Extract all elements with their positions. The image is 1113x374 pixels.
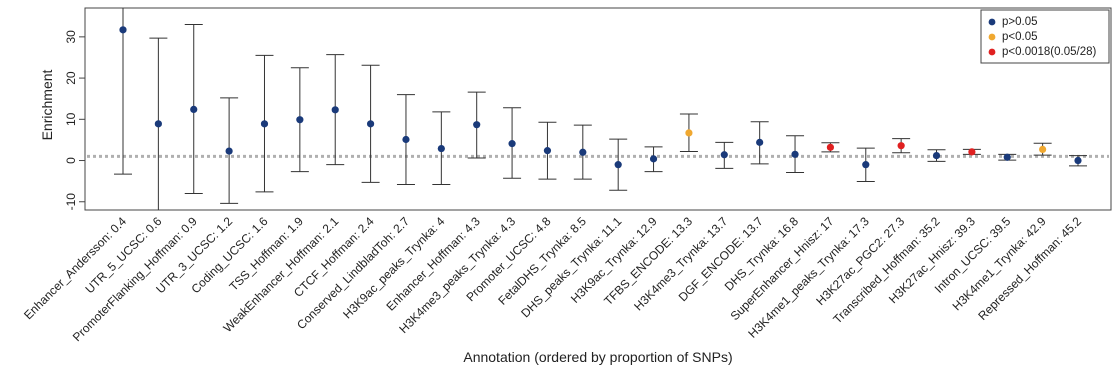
- legend-box: [980, 9, 1110, 64]
- data-point: [402, 135, 410, 144]
- data-point: [685, 129, 693, 137]
- data-points: [119, 26, 1082, 169]
- y-tick-label: 30: [64, 30, 78, 44]
- y-axis-title: Enrichment: [39, 69, 55, 140]
- data-point: [968, 148, 976, 156]
- error-bars: [114, 8, 1087, 210]
- data-point: [1074, 156, 1082, 165]
- data-point: [720, 151, 728, 159]
- plot-frame: [84, 7, 1112, 211]
- legend-label: p>0.05: [1002, 16, 1038, 28]
- x-axis-title: Annotation (ordered by proportion of SNP…: [463, 349, 732, 365]
- legend-marker: [988, 48, 996, 56]
- data-point: [473, 121, 481, 129]
- data-point: [437, 144, 445, 153]
- data-point: [366, 120, 375, 128]
- data-point: [897, 142, 905, 150]
- y-axis: -10 0 10 20 30: [64, 30, 85, 211]
- data-point: [579, 148, 587, 156]
- data-point: [649, 155, 658, 163]
- data-point: [1039, 145, 1047, 153]
- data-point: [614, 161, 622, 169]
- data-point: [331, 106, 339, 114]
- data-point: [1003, 153, 1011, 161]
- data-point: [932, 151, 941, 160]
- legend-marker: [988, 33, 996, 41]
- error-bar: [114, 8, 132, 175]
- data-point: [543, 147, 552, 155]
- data-point: [826, 143, 835, 151]
- data-point: [225, 147, 233, 155]
- data-point: [154, 120, 162, 128]
- y-tick-label: 10: [64, 112, 78, 126]
- data-point: [296, 116, 304, 124]
- data-point: [791, 150, 799, 158]
- y-tick-label: 0: [64, 157, 78, 164]
- y-tick-label: 20: [64, 71, 78, 85]
- data-point: [862, 161, 870, 169]
- data-point: [260, 120, 269, 128]
- legend-label: p<0.05: [1002, 31, 1038, 43]
- y-tick-label: -10: [64, 193, 78, 211]
- legend-marker: [988, 18, 996, 26]
- data-point: [190, 105, 198, 114]
- legend: p>0.05 p<0.05 p<0.0018(0.05/28): [980, 9, 1110, 64]
- data-point: [508, 140, 516, 148]
- legend-label: p<0.0018(0.05/28): [1002, 46, 1096, 58]
- data-point: [119, 26, 127, 34]
- data-point: [756, 138, 764, 146]
